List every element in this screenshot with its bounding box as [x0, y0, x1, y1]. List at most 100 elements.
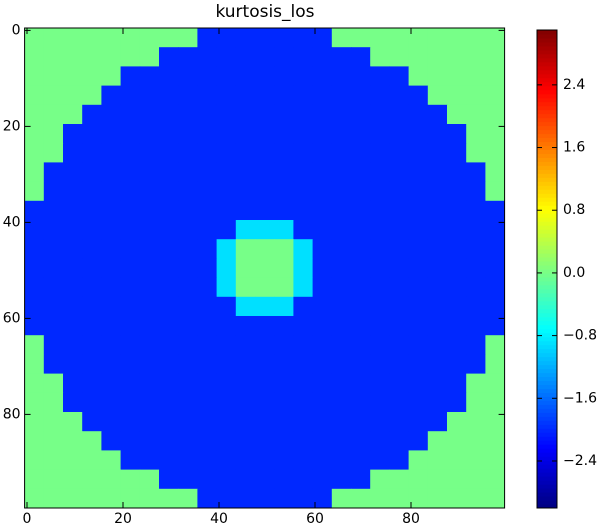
heatmap-cell: [274, 354, 294, 374]
heatmap-cell: [235, 104, 256, 125]
heatmap-cell: [331, 181, 352, 202]
heatmap-cell: [312, 316, 333, 336]
heatmap-cell: [466, 335, 486, 355]
colorbar-step: [537, 145, 557, 150]
heatmap-cell: [235, 143, 256, 163]
colorbar-step: [537, 57, 557, 63]
heatmap-cell: [447, 488, 467, 509]
colorbar-step: [537, 280, 557, 286]
heatmap-cell: [197, 431, 217, 451]
heatmap-cell: [427, 220, 448, 240]
heatmap-cell: [101, 162, 121, 182]
heatmap-cell: [331, 162, 352, 182]
heatmap-cell: [24, 47, 45, 67]
heatmap-cell: [408, 66, 429, 86]
heatmap-cell: [120, 181, 141, 202]
heatmap-cell: [485, 431, 505, 451]
colorbar-step: [537, 237, 557, 242]
heatmap-cell: [408, 28, 429, 48]
colorbar-step: [537, 312, 557, 318]
heatmap-cell: [82, 450, 102, 470]
colorbar-tick-label: 2.4: [563, 77, 585, 93]
heatmap-cell: [82, 335, 102, 355]
heatmap-cell: [101, 124, 121, 144]
heatmap-cell: [466, 239, 486, 259]
heatmap-cell: [370, 316, 390, 336]
heatmap-cell: [427, 66, 448, 86]
heatmap-cell: [312, 104, 333, 125]
heatmap-cell: [331, 450, 352, 470]
heatmap-cell: [178, 277, 198, 298]
heatmap-cell: [120, 143, 141, 163]
colorbar-step: [537, 101, 557, 107]
heatmap-cell: [466, 450, 486, 470]
colorbar-step: [537, 161, 557, 166]
colorbar-tick-label: −1.6: [563, 390, 597, 406]
heatmap-cell: [63, 181, 83, 202]
heatmap-cell: [466, 258, 486, 278]
heatmap-cell: [466, 220, 486, 240]
colorbar-step: [537, 288, 557, 294]
heatmap-cell: [466, 431, 486, 451]
heatmap-cell: [43, 431, 64, 451]
heatmap-cell: [197, 220, 217, 240]
heatmap-cell: [255, 162, 275, 182]
heatmap-cell: [255, 239, 275, 259]
heatmap-cell: [447, 239, 467, 259]
heatmap-cell: [427, 239, 448, 259]
colorbar-step: [537, 205, 557, 210]
heatmap-cell: [120, 373, 141, 394]
heatmap-cell: [43, 392, 64, 413]
heatmap-cell: [24, 181, 45, 202]
heatmap-cell: [139, 258, 160, 278]
heatmap-cell: [255, 316, 275, 336]
heatmap-cell: [389, 412, 409, 432]
colorbar-step: [537, 125, 557, 131]
heatmap-cell: [370, 488, 390, 509]
heatmap-cell: [447, 316, 467, 336]
heatmap-cell: [24, 296, 45, 317]
heatmap-cell: [389, 162, 409, 182]
heatmap-cell: [24, 104, 45, 125]
heatmap-cell: [82, 277, 102, 298]
heatmap-cell: [331, 316, 352, 336]
heatmap-cell: [331, 392, 352, 413]
heatmap-cell: [82, 412, 102, 432]
heatmap-cell: [101, 28, 121, 48]
heatmap-cell: [43, 200, 64, 221]
heatmap-cell: [293, 316, 313, 336]
heatmap-cell: [197, 85, 217, 106]
heatmap-cell: [101, 431, 121, 451]
heatmap-cell: [24, 220, 45, 240]
heatmap-cell: [312, 335, 333, 355]
heatmap-cell: [235, 162, 256, 182]
heatmap-cell: [351, 85, 371, 106]
heatmap-cell: [216, 143, 237, 163]
heatmap-cell: [293, 277, 313, 298]
heatmap-cell: [331, 143, 352, 163]
colorbar-step: [537, 436, 557, 441]
heatmap-cell: [485, 200, 505, 221]
heatmap-cell: [120, 47, 141, 67]
heatmap-cell: [120, 104, 141, 125]
colorbar-step: [537, 332, 557, 338]
heatmap-cell: [63, 316, 83, 336]
heatmap-cell: [427, 47, 448, 67]
heatmap-cell: [408, 104, 429, 125]
heatmap-cell: [82, 392, 102, 413]
heatmap-cell: [216, 296, 237, 317]
heatmap-cell: [178, 373, 198, 394]
colorbar-step: [537, 133, 557, 139]
colorbar-step: [537, 189, 557, 194]
heatmap-cell: [331, 469, 352, 490]
heatmap-cell: [101, 277, 121, 298]
heatmap-cell: [485, 239, 505, 259]
heatmap-cell: [216, 277, 237, 298]
heatmap-cell: [274, 66, 294, 86]
heatmap-cell: [447, 66, 467, 86]
colorbar-step: [537, 221, 557, 226]
colorbar-step: [537, 113, 557, 119]
heatmap-cell: [389, 85, 409, 106]
heatmap-cell: [293, 373, 313, 394]
colorbar-step: [537, 424, 557, 429]
